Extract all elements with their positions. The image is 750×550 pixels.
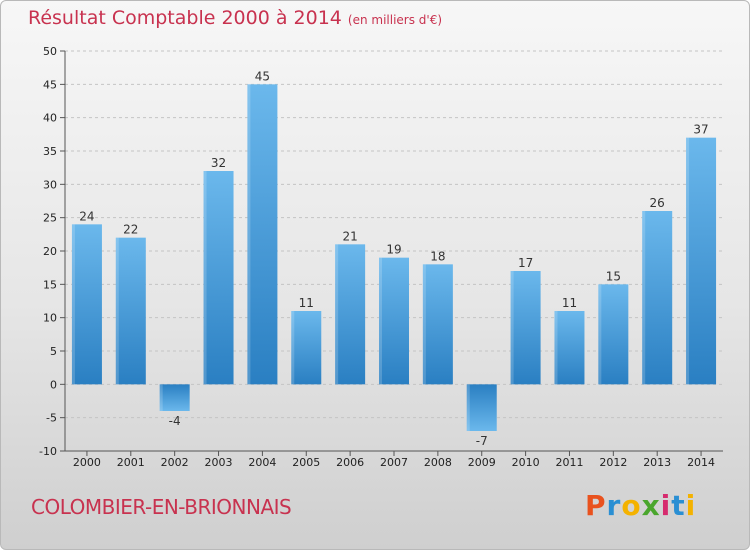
bar-highlight bbox=[379, 257, 382, 385]
x-tick-label: 2001 bbox=[117, 456, 145, 469]
y-tick-label: -10 bbox=[39, 445, 57, 458]
logo-letter: x bbox=[641, 489, 661, 522]
bar bbox=[335, 244, 366, 385]
bar bbox=[159, 384, 190, 411]
y-tick-label: 15 bbox=[43, 278, 57, 291]
y-tick-label: 50 bbox=[43, 45, 57, 58]
data-label: -7 bbox=[476, 434, 488, 448]
chart-subtitle: (en milliers d'€) bbox=[347, 13, 443, 27]
y-tick-label: 5 bbox=[50, 345, 57, 358]
x-tick-label: 2003 bbox=[205, 456, 233, 469]
logo-letter: t bbox=[671, 489, 686, 522]
bar-highlight bbox=[247, 84, 251, 385]
x-tick-label: 2008 bbox=[424, 456, 452, 469]
y-tick-label: 40 bbox=[43, 112, 57, 125]
bar bbox=[379, 257, 409, 385]
proxiti-logo: Proxiti bbox=[585, 489, 696, 522]
bar-highlight bbox=[510, 271, 514, 385]
data-label: 37 bbox=[693, 123, 708, 137]
logo-letter: r bbox=[606, 489, 622, 522]
data-labels: 24 22 -4 32 45 11 21 19 18 -7 17 11 15 26 37 bbox=[79, 69, 708, 448]
data-label: 11 bbox=[562, 296, 577, 310]
y-tick-label: 30 bbox=[43, 178, 57, 191]
y-tick-label: 10 bbox=[43, 312, 57, 325]
bar-highlight bbox=[554, 311, 558, 385]
bar bbox=[510, 271, 541, 385]
data-label: 15 bbox=[606, 269, 621, 283]
data-label: 19 bbox=[386, 243, 401, 257]
bar bbox=[466, 384, 497, 431]
bar-highlight bbox=[642, 211, 646, 385]
bar-highlight bbox=[422, 264, 426, 385]
bar bbox=[554, 311, 585, 385]
logo-letter: i bbox=[660, 489, 672, 522]
x-tick-label: 2002 bbox=[161, 456, 189, 469]
x-tick-label: 2012 bbox=[599, 456, 627, 469]
data-label: 11 bbox=[299, 296, 314, 310]
commune-name: COLOMBIER-EN-BRIONNAIS bbox=[31, 495, 292, 519]
y-tick-label: 45 bbox=[43, 78, 57, 91]
bar-highlight bbox=[159, 384, 163, 411]
bar-highlight bbox=[598, 284, 602, 385]
axes: -10 -5 0 5 10 15 20 25 30 35 40 45 50 2000 2001 2002 200… bbox=[39, 45, 723, 469]
data-label: 24 bbox=[79, 209, 94, 223]
bar bbox=[71, 224, 102, 385]
data-label: 45 bbox=[255, 69, 270, 83]
bar bbox=[203, 171, 234, 385]
x-tick-label: 2007 bbox=[380, 456, 408, 469]
y-tick-label: 0 bbox=[50, 378, 57, 391]
data-label: 18 bbox=[430, 249, 445, 263]
data-label: 22 bbox=[123, 223, 138, 237]
bar-highlight bbox=[115, 237, 119, 385]
y-tick-label: 25 bbox=[43, 212, 57, 225]
data-label: 26 bbox=[650, 196, 665, 210]
data-label: 17 bbox=[518, 256, 533, 270]
x-tick-label: 2010 bbox=[512, 456, 540, 469]
logo-letter: P bbox=[585, 489, 607, 522]
x-tick-label: 2000 bbox=[73, 456, 101, 469]
x-tick-label: 2014 bbox=[687, 456, 715, 469]
bars bbox=[71, 84, 717, 431]
logo-letter: i bbox=[685, 489, 697, 522]
bar bbox=[115, 237, 146, 385]
bar-highlight bbox=[203, 171, 207, 385]
bar bbox=[291, 311, 322, 385]
x-tick-label: 2006 bbox=[336, 456, 364, 469]
data-label: 21 bbox=[342, 229, 357, 243]
data-label: -4 bbox=[169, 414, 181, 428]
bar bbox=[422, 264, 453, 385]
bar-highlight bbox=[291, 311, 295, 385]
x-tick-label: 2005 bbox=[292, 456, 320, 469]
x-tick-label: 2009 bbox=[468, 456, 496, 469]
logo-letter: o bbox=[621, 489, 642, 522]
bar-highlight bbox=[71, 224, 75, 385]
data-label: 32 bbox=[211, 156, 226, 170]
bar bbox=[598, 284, 629, 385]
bar bbox=[247, 84, 278, 385]
x-tick-label: 2004 bbox=[248, 456, 276, 469]
x-tick-label: 2011 bbox=[555, 456, 583, 469]
y-tick-label: 20 bbox=[43, 245, 57, 258]
bar-highlight bbox=[466, 384, 470, 431]
x-tick-label: 2013 bbox=[643, 456, 671, 469]
y-tick-label: -5 bbox=[46, 412, 57, 425]
bar-highlight bbox=[686, 137, 690, 385]
y-tick-label: 35 bbox=[43, 145, 57, 158]
bar bbox=[686, 137, 717, 385]
chart-title: Résultat Comptable 2000 à 2014 (en millie… bbox=[28, 7, 443, 29]
bar-highlight bbox=[335, 244, 339, 385]
bar bbox=[642, 211, 673, 385]
